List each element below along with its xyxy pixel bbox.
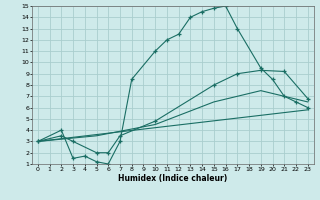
- X-axis label: Humidex (Indice chaleur): Humidex (Indice chaleur): [118, 174, 228, 183]
